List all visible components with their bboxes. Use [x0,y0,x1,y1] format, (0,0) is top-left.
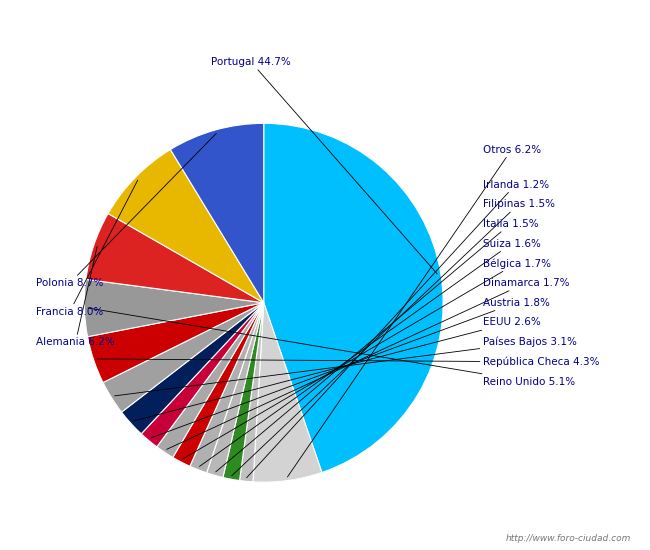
Text: Reino Unido 5.1%: Reino Unido 5.1% [88,308,575,387]
Wedge shape [103,302,264,412]
Text: Filipinas 1.5%: Filipinas 1.5% [232,199,554,476]
Text: Punta Umbría  -  Turistas extranjeros según país  -  Julio de 2024: Punta Umbría - Turistas extranjeros segú… [89,15,561,31]
Text: Austria 1.8%: Austria 1.8% [151,298,549,438]
Wedge shape [84,279,264,337]
Wedge shape [108,150,264,302]
Text: Alemania 6.2%: Alemania 6.2% [36,246,115,347]
Text: Polonia 8.7%: Polonia 8.7% [36,134,216,288]
Wedge shape [157,302,264,458]
Text: Italia 1.5%: Italia 1.5% [216,219,538,472]
Text: Irlanda 1.2%: Irlanda 1.2% [246,180,549,478]
Wedge shape [170,123,264,303]
Wedge shape [173,302,264,466]
Text: Portugal 44.7%: Portugal 44.7% [211,57,437,274]
Text: Suiza 1.6%: Suiza 1.6% [200,239,540,466]
Text: Países Bajos 3.1%: Países Bajos 3.1% [114,337,577,396]
Text: República Checa 4.3%: República Checa 4.3% [97,356,599,367]
Wedge shape [190,302,264,473]
Wedge shape [240,302,264,482]
Wedge shape [88,302,264,382]
Wedge shape [141,302,264,447]
Wedge shape [223,302,264,481]
Wedge shape [86,213,264,302]
Text: http://www.foro-ciudad.com: http://www.foro-ciudad.com [506,535,631,543]
Text: EEUU 2.6%: EEUU 2.6% [134,317,540,421]
Text: Francia 8.0%: Francia 8.0% [36,180,138,316]
Wedge shape [253,302,322,482]
Text: Bélgica 1.7%: Bélgica 1.7% [183,258,551,459]
Text: Dinamarca 1.7%: Dinamarca 1.7% [166,278,569,449]
Wedge shape [122,302,264,434]
Text: Otros 6.2%: Otros 6.2% [287,145,541,477]
Wedge shape [264,123,443,472]
Wedge shape [207,302,264,477]
